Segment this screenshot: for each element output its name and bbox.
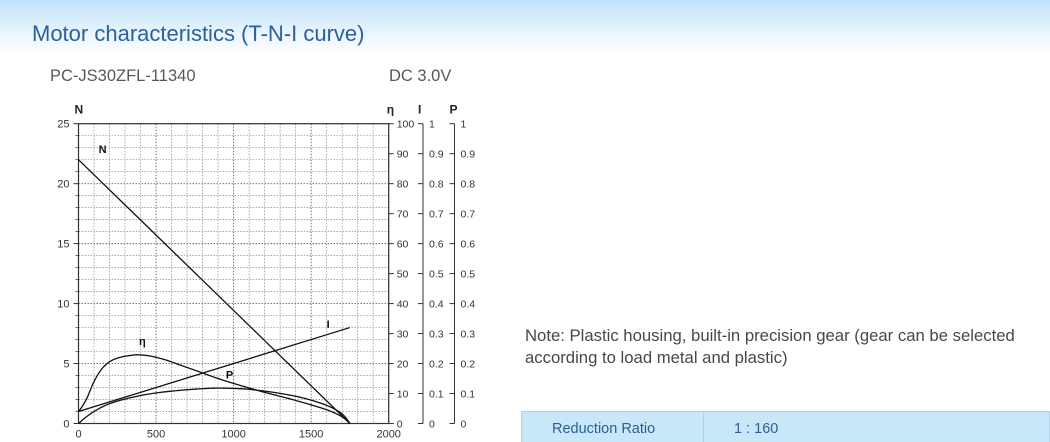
svg-text:0.5: 0.5 (461, 269, 476, 281)
svg-text:N: N (75, 103, 84, 117)
svg-text:100: 100 (397, 119, 415, 131)
svg-text:0.8: 0.8 (429, 179, 444, 191)
svg-text:P: P (226, 369, 233, 381)
svg-text:50: 50 (397, 269, 409, 281)
svg-text:0: 0 (461, 419, 467, 431)
svg-text:20: 20 (397, 359, 409, 371)
svg-text:60: 60 (397, 239, 409, 251)
svg-text:0: 0 (75, 429, 81, 441)
svg-text:0.2: 0.2 (429, 359, 444, 371)
svg-text:η: η (387, 103, 394, 117)
svg-text:5: 5 (63, 359, 69, 371)
svg-text:25: 25 (57, 119, 69, 131)
svg-text:η: η (139, 336, 146, 348)
svg-text:1000: 1000 (221, 429, 245, 441)
svg-text:10: 10 (57, 299, 69, 311)
svg-text:0.1: 0.1 (429, 389, 444, 401)
svg-text:0.9: 0.9 (429, 149, 444, 161)
svg-text:I: I (327, 319, 330, 331)
svg-text:70: 70 (397, 209, 409, 221)
svg-text:0.4: 0.4 (429, 299, 444, 311)
svg-text:0.3: 0.3 (429, 329, 444, 341)
svg-text:0.3: 0.3 (461, 329, 476, 341)
svg-text:0.9: 0.9 (461, 149, 476, 161)
svg-text:0.6: 0.6 (461, 239, 476, 251)
svg-text:0.7: 0.7 (429, 209, 444, 221)
svg-text:0: 0 (429, 419, 435, 431)
svg-text:0.8: 0.8 (461, 179, 476, 191)
svg-text:0.7: 0.7 (461, 209, 476, 221)
svg-text:0.2: 0.2 (461, 359, 476, 371)
svg-text:0.6: 0.6 (429, 239, 444, 251)
svg-text:0.4: 0.4 (461, 299, 476, 311)
svg-text:1: 1 (429, 119, 435, 131)
svg-text:1: 1 (461, 119, 467, 131)
svg-text:0.5: 0.5 (429, 269, 444, 281)
svg-text:90: 90 (397, 149, 409, 161)
svg-text:20: 20 (57, 179, 69, 191)
svg-text:0.1: 0.1 (461, 389, 476, 401)
svg-text:15: 15 (57, 239, 69, 251)
svg-text:P: P (450, 103, 458, 117)
svg-text:80: 80 (397, 179, 409, 191)
svg-text:I: I (418, 103, 421, 117)
svg-text:10: 10 (397, 389, 409, 401)
svg-text:1500: 1500 (299, 429, 323, 441)
svg-text:30: 30 (397, 329, 409, 341)
svg-text:N: N (99, 144, 107, 156)
svg-text:0: 0 (63, 419, 69, 431)
svg-text:40: 40 (397, 299, 409, 311)
svg-text:500: 500 (147, 429, 165, 441)
svg-text:0: 0 (397, 419, 403, 431)
